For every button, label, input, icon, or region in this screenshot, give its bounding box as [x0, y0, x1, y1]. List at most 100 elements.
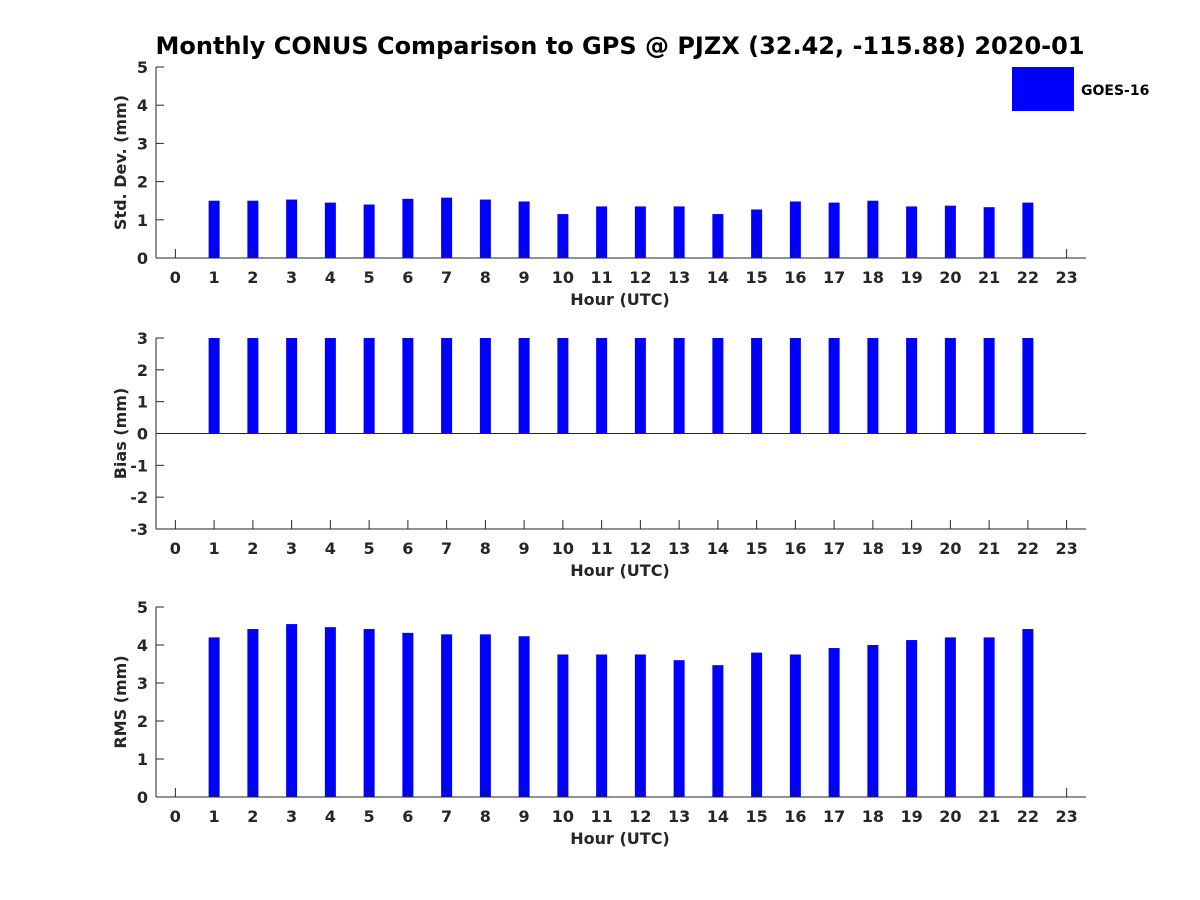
bar-hour-12 [634, 338, 646, 434]
x-tick-label: 0 [170, 807, 181, 826]
x-tick-label: 17 [823, 539, 845, 558]
bar-hour-8 [479, 634, 491, 797]
y-tick-label: 3 [137, 329, 148, 348]
bar-hour-5 [363, 204, 375, 258]
bar-hour-19 [906, 338, 918, 434]
x-tick-label: 18 [862, 268, 884, 287]
x-axis-label: Hour (UTC) [570, 829, 670, 848]
bar-hour-1 [208, 637, 220, 797]
legend: GOES-16 [1012, 67, 1149, 111]
x-tick-label: 13 [668, 268, 690, 287]
x-tick-label: 8 [480, 539, 491, 558]
legend-swatch [1012, 67, 1074, 111]
x-tick-label: 22 [1017, 268, 1039, 287]
x-tick-label: 8 [480, 268, 491, 287]
bar-hour-20 [944, 338, 956, 434]
y-tick-label: 0 [137, 249, 148, 268]
x-tick-label: 4 [325, 807, 336, 826]
x-tick-label: 23 [1055, 268, 1077, 287]
x-tick-label: 14 [707, 539, 729, 558]
y-tick-label: 3 [137, 674, 148, 693]
x-tick-label: 16 [784, 807, 806, 826]
bar-hour-12 [634, 654, 646, 797]
x-tick-label: 7 [441, 807, 452, 826]
x-tick-label: 5 [364, 539, 375, 558]
x-tick-label: 10 [552, 807, 574, 826]
y-tick-label: -3 [130, 520, 148, 539]
bar-hour-13 [673, 206, 685, 258]
bar-hour-14 [712, 214, 724, 258]
bar-hour-1 [208, 338, 220, 434]
bar-hour-11 [596, 338, 608, 434]
x-tick-label: 16 [784, 268, 806, 287]
x-axis-label: Hour (UTC) [570, 561, 670, 580]
x-tick-label: 14 [707, 807, 729, 826]
y-tick-label: 4 [137, 636, 148, 655]
bar-hour-7 [441, 197, 453, 258]
x-tick-label: 11 [590, 268, 612, 287]
x-tick-label: 14 [707, 268, 729, 287]
bar-hour-9 [518, 338, 530, 434]
x-tick-label: 6 [402, 539, 413, 558]
x-tick-label: 18 [862, 807, 884, 826]
y-tick-label: 1 [137, 750, 148, 769]
x-tick-label: 10 [552, 539, 574, 558]
x-tick-label: 21 [978, 268, 1000, 287]
bar-hour-21 [983, 207, 995, 258]
bar-hour-20 [944, 205, 956, 258]
y-tick-label: 3 [137, 134, 148, 153]
y-tick-label: 2 [137, 173, 148, 192]
bar-hour-7 [441, 338, 453, 434]
bar-hour-18 [867, 645, 879, 797]
x-tick-label: 8 [480, 807, 491, 826]
bar-hour-17 [828, 338, 840, 434]
x-tick-label: 12 [629, 807, 651, 826]
y-tick-label: 0 [137, 425, 148, 444]
x-tick-label: 18 [862, 539, 884, 558]
bar-hour-6 [402, 198, 414, 258]
bar-hour-19 [906, 640, 918, 797]
x-tick-label: 2 [247, 807, 258, 826]
bar-hour-3 [286, 338, 298, 434]
bar-hour-15 [751, 209, 763, 258]
x-tick-label: 6 [402, 268, 413, 287]
bar-hour-18 [867, 338, 879, 434]
x-tick-label: 12 [629, 268, 651, 287]
bar-hour-9 [518, 636, 530, 797]
bar-hour-8 [479, 199, 491, 258]
bar-hour-16 [789, 201, 801, 258]
x-tick-label: 13 [668, 807, 690, 826]
x-tick-label: 13 [668, 539, 690, 558]
x-tick-label: 22 [1017, 539, 1039, 558]
bar-hour-7 [441, 634, 453, 797]
bar-hour-11 [596, 206, 608, 258]
bar-hour-17 [828, 648, 840, 797]
x-tick-label: 12 [629, 539, 651, 558]
x-tick-label: 11 [590, 539, 612, 558]
bar-hour-4 [324, 338, 336, 434]
bar-hour-14 [712, 665, 724, 797]
x-tick-label: 5 [364, 268, 375, 287]
y-tick-label: 5 [137, 598, 148, 617]
bar-hour-3 [286, 199, 298, 258]
x-tick-label: 20 [939, 268, 961, 287]
bar-hour-13 [673, 338, 685, 434]
x-tick-label: 15 [745, 539, 767, 558]
y-tick-label: 2 [137, 361, 148, 380]
y-tick-label: 0 [137, 788, 148, 807]
x-tick-label: 21 [978, 807, 1000, 826]
bar-hour-10 [557, 654, 569, 797]
x-tick-label: 3 [286, 807, 297, 826]
x-tick-label: 16 [784, 539, 806, 558]
bar-hour-15 [751, 652, 763, 797]
bar-hour-2 [247, 629, 259, 797]
bar-hour-4 [324, 202, 336, 258]
x-tick-label: 15 [745, 268, 767, 287]
bar-hour-2 [247, 200, 259, 258]
y-tick-label: 1 [137, 211, 148, 230]
x-tick-label: 0 [170, 268, 181, 287]
y-axis-label: Bias (mm) [111, 388, 130, 480]
x-tick-label: 19 [900, 807, 922, 826]
